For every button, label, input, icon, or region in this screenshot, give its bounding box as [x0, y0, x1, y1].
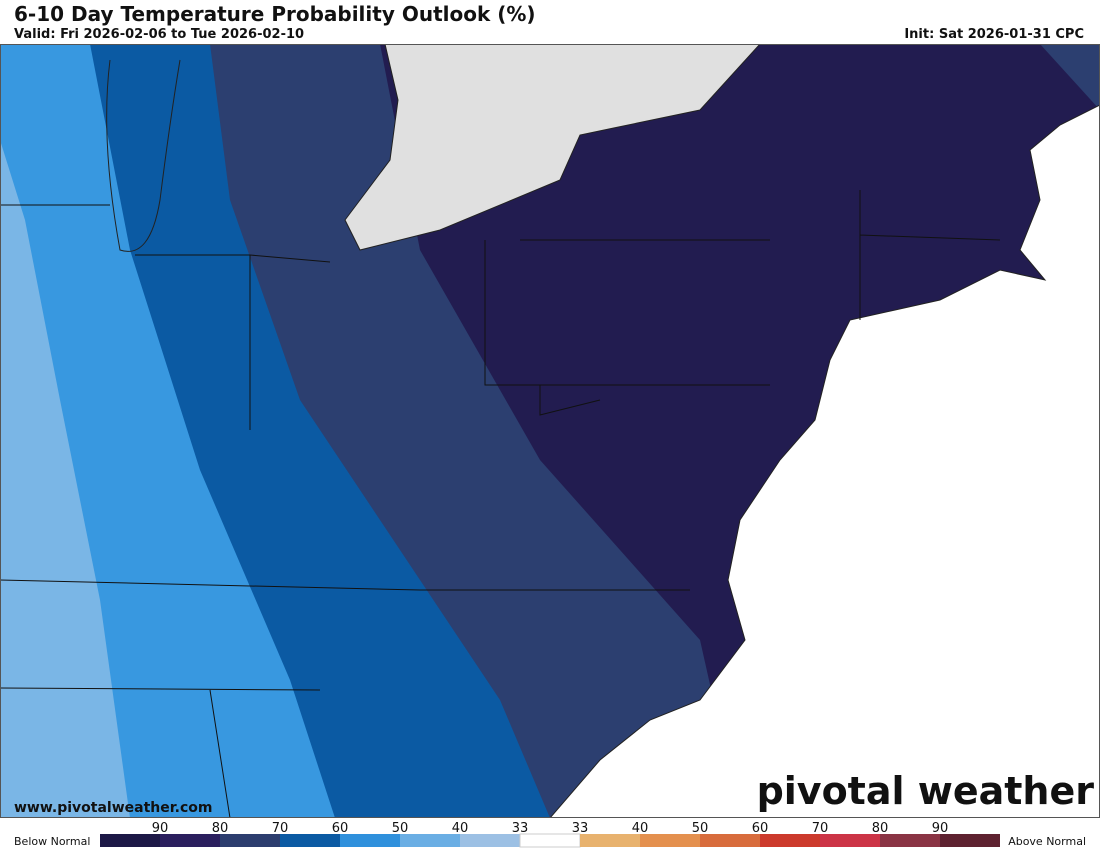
state-borders [0, 190, 1001, 818]
legend-below-label: Below Normal [14, 835, 90, 848]
init-time: Init: Sat 2026-01-31 CPC [904, 27, 1084, 42]
colorbar-label: 90 [932, 821, 949, 836]
website: www.pivotalweather.com [14, 800, 213, 816]
colorbar-swatch [580, 834, 640, 847]
colorbar-swatch [220, 834, 280, 847]
lake-michigan [106, 59, 181, 252]
colorbar-label: 50 [392, 821, 409, 836]
colorbar-label: 60 [752, 821, 769, 836]
colorbar-label: 40 [632, 821, 649, 836]
colorbar-label: 60 [332, 821, 349, 836]
canada [344, 44, 761, 251]
colorbar-swatch [640, 834, 700, 847]
colorbar-label: 70 [812, 821, 829, 836]
colorbar-swatch [400, 834, 460, 847]
colorbar-label: 80 [872, 821, 889, 836]
colorbar-label: 33 [572, 821, 589, 836]
valid-period: Valid: Fri 2026-02-06 to Tue 2026-02-10 [14, 27, 305, 42]
colorbar-swatch [940, 834, 1000, 847]
colorbar-label: 40 [452, 821, 469, 836]
colorbar-swatch [100, 834, 160, 847]
colorbar-swatch [820, 834, 880, 847]
colorbar-swatch [880, 834, 940, 847]
colorbar-label: 90 [152, 821, 169, 836]
map-area [0, 44, 1100, 818]
colorbar-label: 70 [272, 821, 289, 836]
legend-above-label: Above Normal [1008, 835, 1086, 848]
band-40 [0, 140, 130, 818]
colorbar-swatch [340, 834, 400, 847]
colorbar-label: 33 [512, 821, 529, 836]
colorbar-swatch [760, 834, 820, 847]
colorbar-swatch [700, 834, 760, 847]
colorbar-label: 50 [692, 821, 709, 836]
logo: pivotal weather [757, 769, 1095, 813]
title: 6-10 Day Temperature Probability Outlook… [14, 2, 536, 26]
band-70-ne [1040, 44, 1100, 110]
colorbar-swatch [280, 834, 340, 847]
colorbar-swatch [460, 834, 520, 847]
colorbar-swatch [160, 834, 220, 847]
colorbar-label: 80 [212, 821, 229, 836]
ocean [549, 104, 1100, 818]
